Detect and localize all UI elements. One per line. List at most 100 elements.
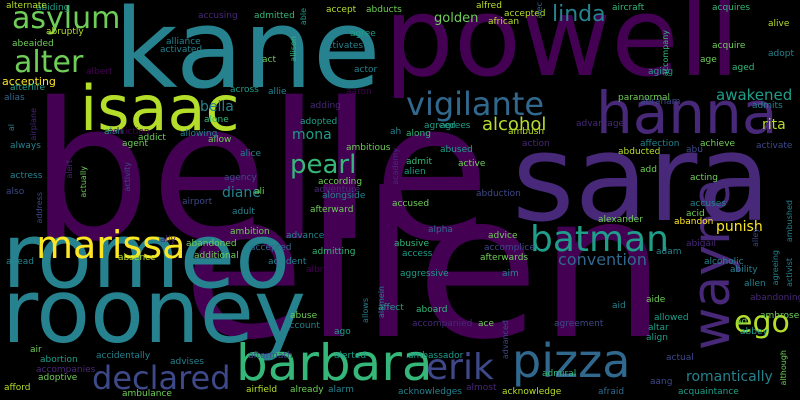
- word-afterlife: afterlife: [10, 83, 45, 93]
- word-accompanies: accompanies: [36, 365, 96, 375]
- word-aim: aim: [502, 269, 519, 279]
- word-paranormal: paranormal: [618, 93, 670, 103]
- word-across: across: [230, 85, 259, 95]
- word-belle: belle: [30, 62, 490, 283]
- word-actual: actual: [666, 353, 694, 363]
- word-acknowledge: acknowledge: [502, 387, 562, 397]
- word-ambrose: ambrose: [760, 311, 800, 321]
- word-advises: advises: [170, 357, 204, 367]
- word-addict: addict: [138, 133, 166, 143]
- word-aid: aid: [612, 301, 626, 311]
- word-accompanied: accompanied: [412, 319, 473, 329]
- word-rita: rita: [762, 117, 786, 133]
- word-pearl: pearl: [290, 150, 357, 180]
- word-acquire: acquire: [712, 41, 746, 51]
- word-alive: alive: [768, 19, 790, 29]
- word-alert: alert: [65, 160, 74, 179]
- word-ability: ability: [730, 265, 758, 275]
- word-abuse: abuse: [290, 311, 318, 321]
- word-action: action: [522, 139, 550, 149]
- word-admitting: admitting: [312, 247, 356, 257]
- word-accepted: accepted: [504, 9, 546, 19]
- word-vigilante: vigilante: [406, 85, 545, 123]
- word-agreement: agreement: [554, 319, 604, 329]
- word-kane: kane: [114, 0, 381, 113]
- word-advantage: advantage: [576, 119, 625, 129]
- word-agrees: agrees: [440, 121, 471, 131]
- word-mona: mona: [292, 127, 332, 143]
- word-afterwards: afterwards: [480, 253, 529, 263]
- word-allie: allie: [268, 87, 287, 97]
- word-address: address: [35, 192, 44, 224]
- word-advance: advance: [286, 231, 325, 241]
- word-erik: erik: [426, 347, 494, 388]
- word-punish: punish: [716, 219, 763, 235]
- word-accompany: accompany: [661, 30, 670, 77]
- word-able: able: [299, 8, 308, 26]
- word-alpha: alpha: [428, 225, 453, 235]
- word-asylum: asylum: [12, 1, 121, 36]
- word-activity: activity: [123, 162, 132, 192]
- word-pizza: pizza: [512, 334, 631, 388]
- word-marissa: marissa: [36, 223, 186, 267]
- word-aircraft: aircraft: [612, 3, 645, 13]
- word-ali: ali: [254, 187, 265, 197]
- word-abruptly: abruptly: [46, 27, 84, 37]
- word-agent: agent: [122, 139, 148, 149]
- word-afterward: afterward: [310, 205, 354, 215]
- word-abiding: abiding: [36, 3, 70, 13]
- word-accepting: accepting: [2, 75, 56, 88]
- word-bella: bella: [200, 99, 234, 115]
- word-aang: aang: [650, 377, 673, 387]
- word-romeo: romeo: [2, 204, 291, 309]
- word-addiction: addiction: [108, 127, 150, 137]
- word-altar: altar: [648, 323, 669, 333]
- word-advice: advice: [488, 231, 518, 241]
- word-acquaintance: acquaintance: [678, 387, 739, 397]
- word-romantically: romantically: [686, 369, 773, 385]
- word-adopted: adopted: [300, 117, 338, 127]
- word-also: also: [6, 187, 25, 197]
- word-agreeing: agreeing: [771, 250, 780, 286]
- word-powell: powell: [384, 0, 740, 101]
- word-almost: almost: [466, 383, 497, 393]
- word-adam: adam: [656, 247, 682, 257]
- word-abeaided: abeaided: [12, 39, 54, 49]
- word-abduction: abduction: [476, 189, 521, 199]
- word-accuses: accuses: [690, 199, 727, 209]
- word-already: already: [290, 385, 324, 395]
- word-aftermath: aftermath: [248, 351, 293, 361]
- word-abu: abu: [686, 145, 703, 155]
- word-accusing: accusing: [198, 11, 238, 21]
- word-allison: allison: [289, 36, 298, 62]
- word-abigail: abigail: [686, 239, 716, 249]
- word-actor: actor: [354, 65, 378, 75]
- word-accidentally: accidentally: [96, 351, 151, 361]
- word-alley: alley: [751, 228, 760, 248]
- word-aboard: aboard: [416, 305, 448, 315]
- word-acting: acting: [690, 173, 718, 183]
- word-affect: affect: [378, 303, 404, 313]
- word-allen: allen: [744, 279, 766, 289]
- word-awakened: awakened: [716, 86, 793, 104]
- word-al: al: [7, 124, 16, 132]
- word-allowed: allowed: [654, 313, 689, 323]
- word-accused: accused: [392, 199, 430, 209]
- word-albert: albert: [86, 67, 113, 77]
- word-air: air: [30, 345, 42, 355]
- word-act: act: [262, 55, 276, 65]
- word-ambush: ambush: [508, 127, 545, 137]
- word-allows: allows: [361, 298, 370, 323]
- word-linda: linda: [552, 2, 606, 27]
- word-alias: alias: [4, 93, 25, 103]
- word-abducted: abducted: [618, 147, 661, 157]
- word-accepted: accepted: [250, 243, 292, 253]
- word-actually: actually: [79, 166, 88, 198]
- word-aging: aging: [648, 67, 674, 77]
- word-admits: admits: [752, 101, 783, 111]
- word-aide: aide: [646, 295, 666, 305]
- word-abducts: abducts: [366, 5, 402, 15]
- word-ambition: ambition: [230, 227, 270, 237]
- word-afraid: afraid: [598, 387, 625, 397]
